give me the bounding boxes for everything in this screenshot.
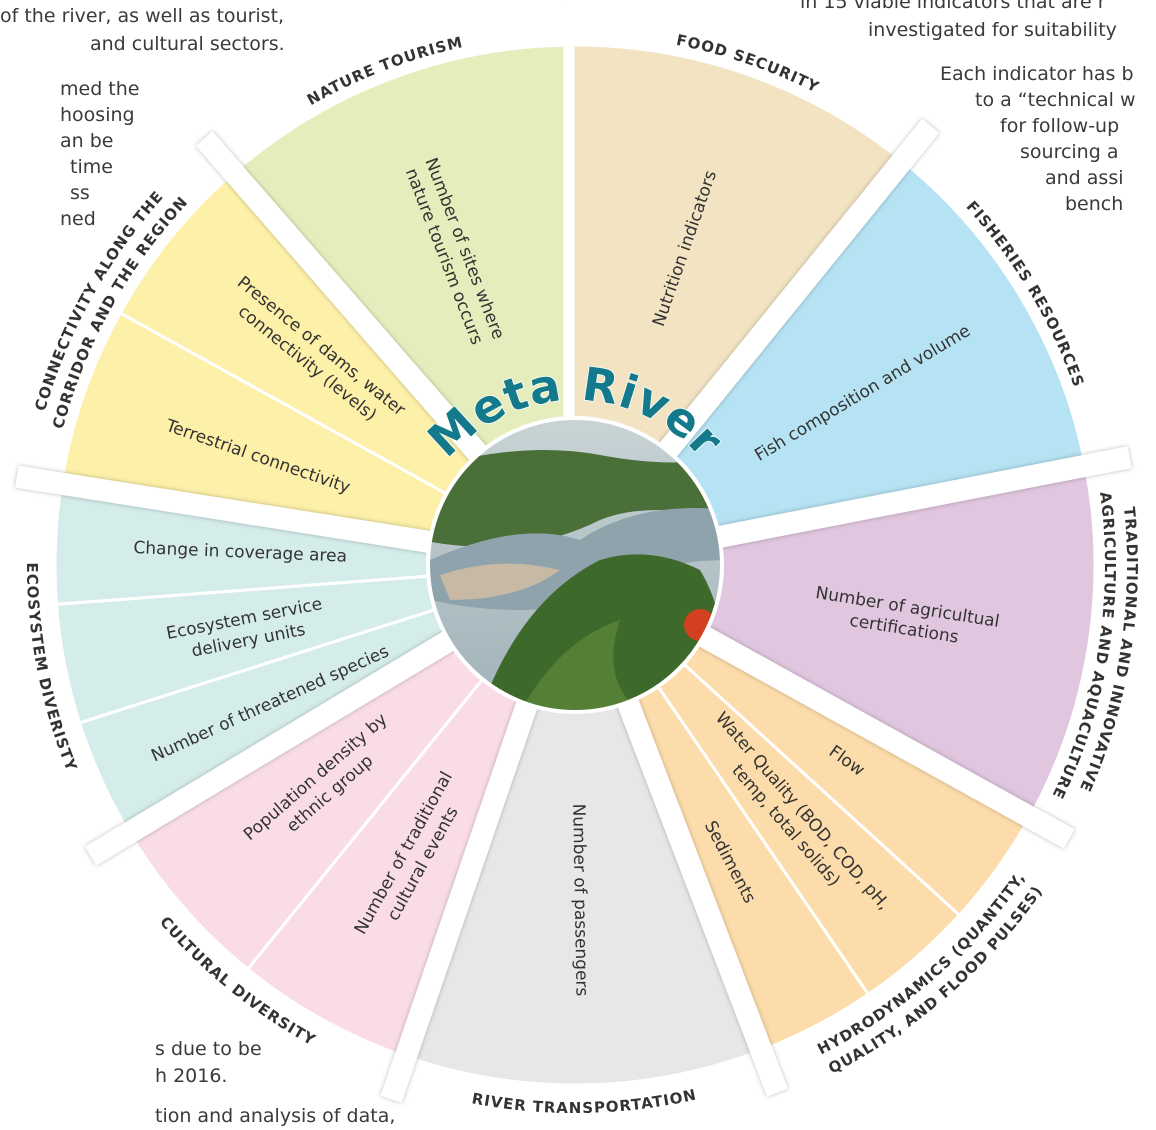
background-line: tion and analysis of data,: [155, 1105, 395, 1127]
background-line: ned: [60, 208, 96, 230]
background-line: hoosing: [60, 104, 135, 126]
background-line: med the: [60, 78, 139, 100]
background-line: and cultural sectors.: [90, 33, 285, 55]
background-line: s due to be: [155, 1038, 262, 1060]
background-line: to a “technical w: [975, 89, 1136, 111]
background-line: investigated for suitability: [868, 19, 1117, 41]
background-line: an be: [60, 130, 113, 152]
background-line: ss: [70, 182, 90, 204]
indicator-line: Number of passengers: [568, 803, 591, 996]
background-line: of the river, as well as tourist,: [0, 5, 284, 27]
background-line: bench: [1065, 193, 1123, 215]
background-line: time: [70, 156, 113, 178]
wheel-infographic: of the river, as well as tourist, and cul…: [0, 0, 1156, 1130]
background-line: in 15 viable indicators that are r: [800, 0, 1106, 13]
background-line: Each indicator has b: [940, 63, 1134, 85]
background-line: and assi: [1045, 167, 1124, 189]
sector-label: RIVER TRANSPORTATION: [470, 1085, 698, 1117]
background-line: h 2016.: [155, 1065, 227, 1087]
page: {"title": "Meta River", "background_text…: [0, 0, 1156, 1130]
sector-label-path: RIVER TRANSPORTATION: [470, 1085, 698, 1117]
background-line: sourcing a: [1020, 141, 1118, 163]
background-line: for follow-up: [1000, 115, 1119, 137]
indicator-label: Number of passengers: [568, 803, 591, 996]
